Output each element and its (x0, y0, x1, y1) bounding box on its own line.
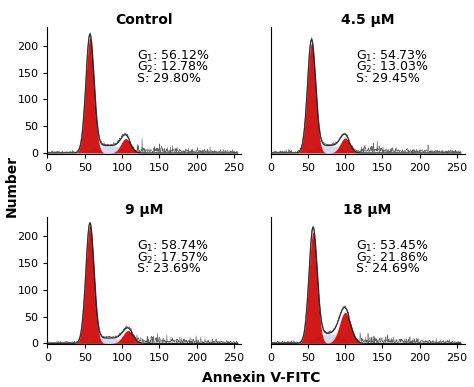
Text: G$_2$: 17.57%: G$_2$: 17.57% (137, 251, 209, 266)
Title: 9 μM: 9 μM (125, 204, 164, 217)
Title: 4.5 μM: 4.5 μM (341, 13, 394, 27)
Text: S: 29.80%: S: 29.80% (137, 72, 201, 85)
Title: 18 μM: 18 μM (343, 204, 392, 217)
Text: S: 23.69%: S: 23.69% (137, 262, 201, 276)
Text: Annexin V-FITC: Annexin V-FITC (201, 371, 320, 385)
Title: Control: Control (116, 13, 173, 27)
Text: G$_1$: 53.45%: G$_1$: 53.45% (356, 239, 429, 254)
Text: S: 24.69%: S: 24.69% (356, 262, 420, 276)
Text: G$_1$: 58.74%: G$_1$: 58.74% (137, 239, 209, 254)
Text: Number: Number (5, 155, 19, 217)
Text: G$_1$: 54.73%: G$_1$: 54.73% (356, 48, 428, 63)
Text: G$_2$: 12.78%: G$_2$: 12.78% (137, 60, 209, 75)
Text: S: 29.45%: S: 29.45% (356, 72, 420, 85)
Text: G$_2$: 13.03%: G$_2$: 13.03% (356, 60, 429, 75)
Text: G$_1$: 56.12%: G$_1$: 56.12% (137, 48, 210, 63)
Text: G$_2$: 21.86%: G$_2$: 21.86% (356, 251, 429, 266)
